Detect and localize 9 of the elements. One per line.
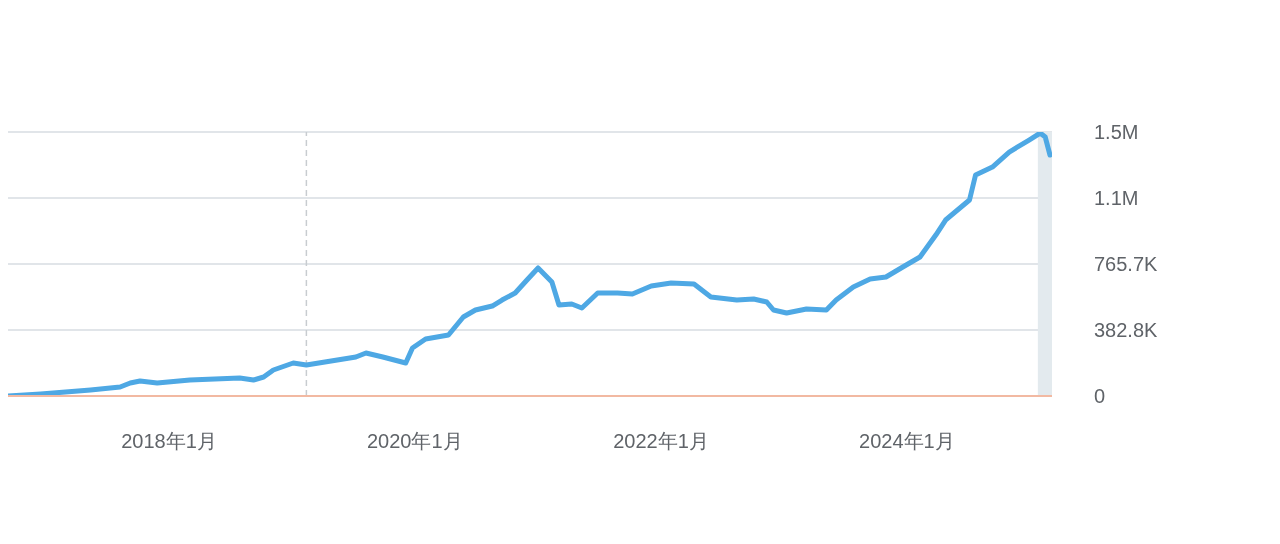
y-tick-label: 1.1M (1094, 187, 1139, 210)
y-tick-label: 0 (1094, 385, 1106, 408)
x-tick-label: 2020年1月 (367, 430, 463, 453)
y-tick-label: 382.8K (1094, 319, 1159, 342)
x-tick-label: 2022年1月 (613, 430, 709, 453)
x-tick-label: 2024年1月 (859, 430, 955, 453)
y-tick-label: 1.5M (1094, 121, 1139, 144)
x-tick-label: 2018年1月 (121, 430, 217, 453)
y-tick-label: 765.7K (1094, 253, 1159, 276)
